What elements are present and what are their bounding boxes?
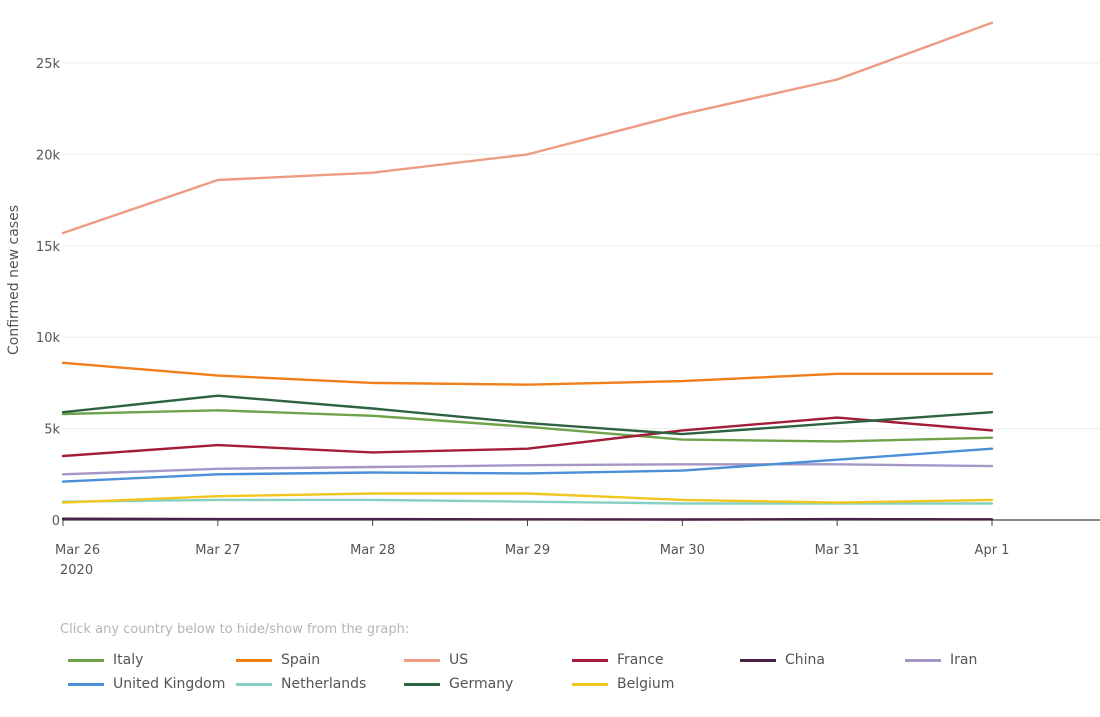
legend-item-spain[interactable]: Spain [236,650,320,670]
legend-item-germany[interactable]: Germany [404,674,513,694]
legend-hint: Click any country below to hide/show fro… [60,622,410,637]
legend-swatch [236,682,272,686]
legend-label: China [785,652,825,668]
series-line-iran [61,463,994,476]
legend-label: Netherlands [281,676,367,692]
legend-swatch [572,658,608,662]
series-line-china [61,517,994,521]
y-tick-label: 25k [36,57,61,72]
x-tick-label: Mar 27 [195,543,240,558]
legend-label: US [449,652,469,668]
legend-item-us[interactable]: US [404,650,468,670]
y-tick-label: 20k [36,148,61,163]
legend-swatch [404,658,440,662]
legend-swatch [572,682,608,686]
legend-item-france[interactable]: France [572,650,664,670]
x-tick-label: Mar 30 [660,543,705,558]
legend-label: Italy [113,652,144,668]
legend-swatch [68,682,104,686]
line-chart: 0 5k 10k 15k 20k 25k Mar 26 Mar 27 Mar 28 Mar 29… [6,21,1100,578]
series-line-germany [61,394,994,436]
series-line-italy [61,409,994,443]
legend-item-china[interactable]: China [740,650,825,670]
series-line-spain [61,361,994,386]
legend-label: United Kingdom [113,676,226,692]
y-axis-ticks: 0 5k 10k 15k 20k 25k [36,57,61,529]
legend-swatch [236,658,272,662]
x-tick-label: Mar 31 [815,543,860,558]
legend-swatch [404,682,440,686]
series-line-france [61,416,994,458]
legend-label: Spain [281,652,321,668]
x-tick-label: Mar 26 [55,543,100,558]
legend-item-belgium[interactable]: Belgium [572,674,674,694]
y-tick-label: 15k [36,240,61,255]
legend-label: Germany [449,676,514,692]
legend-swatch [905,658,941,662]
x-axis-year-label: 2020 [60,563,93,578]
y-tick-label: 5k [44,423,60,438]
series-line-united-kingdom [61,447,994,483]
y-axis-label: Confirmed new cases [6,205,22,355]
legend-label: Iran [950,652,978,668]
x-tick-label: Apr 1 [975,543,1010,558]
series-lines [61,21,994,521]
series-line-us [61,21,994,235]
legend-item-iran[interactable]: Iran [905,650,977,670]
y-tick-label: 10k [36,331,61,346]
y-tick-label: 0 [52,514,60,529]
gridlines [62,62,1100,430]
legend-item-netherlands[interactable]: Netherlands [236,674,366,694]
legend-swatch [68,658,104,662]
x-tick-label: Mar 29 [505,543,550,558]
legend-label: Belgium [617,676,675,692]
legend-item-united-kingdom[interactable]: United Kingdom [68,674,225,694]
legend-item-italy[interactable]: Italy [68,650,143,670]
x-axis-ticks: Mar 26 Mar 27 Mar 28 Mar 29 Mar 30 Mar 31 Apr … [55,520,1009,558]
x-tick-label: Mar 28 [350,543,395,558]
legend-swatch [740,658,776,662]
legend-label: France [617,652,664,668]
series-line-belgium [61,492,994,504]
